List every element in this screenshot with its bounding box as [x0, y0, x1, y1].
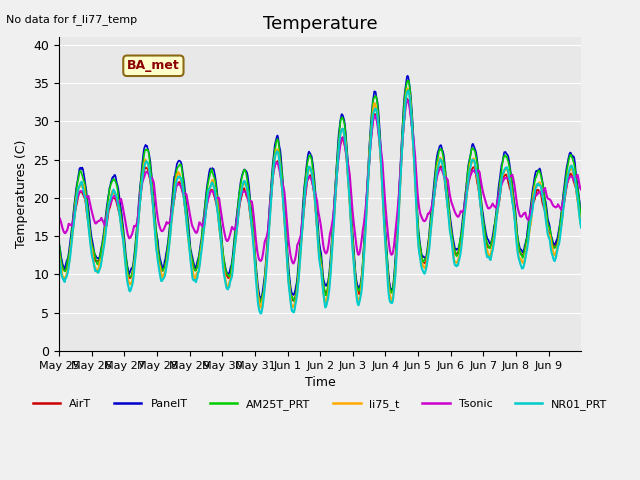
AM25T_PRT	[404, 78, 412, 84]
Tsonic	[55, 215, 63, 220]
Line: AM25T_PRT: AM25T_PRT	[59, 81, 581, 302]
AirT	[212, 202, 220, 207]
Legend: AirT, PanelT, AM25T_PRT, li75_t, Tsonic, NR01_PRT: AirT, PanelT, AM25T_PRT, li75_t, Tsonic,…	[28, 395, 612, 414]
Tsonic	[116, 197, 124, 203]
Tsonic	[289, 261, 297, 266]
li75_t	[404, 85, 412, 91]
Tsonic	[404, 98, 412, 104]
Text: No data for f_li77_temp: No data for f_li77_temp	[6, 14, 138, 25]
AirT	[258, 296, 266, 301]
AirT	[403, 96, 411, 101]
Y-axis label: Temperatures (C): Temperatures (C)	[15, 140, 28, 248]
Line: PanelT: PanelT	[59, 76, 581, 298]
NR01_PRT	[212, 199, 220, 205]
NR01_PRT	[404, 88, 412, 94]
Tsonic	[577, 187, 585, 192]
AM25T_PRT	[212, 186, 220, 192]
li75_t	[212, 194, 220, 200]
AirT	[55, 246, 63, 252]
AM25T_PRT	[257, 300, 264, 305]
AirT	[116, 216, 124, 222]
PanelT	[116, 202, 124, 207]
Line: li75_t: li75_t	[59, 88, 581, 308]
Line: AirT: AirT	[59, 98, 581, 300]
AirT	[577, 219, 585, 225]
li75_t	[404, 88, 412, 94]
NR01_PRT	[374, 123, 382, 129]
Line: Tsonic: Tsonic	[59, 100, 581, 264]
Line: NR01_PRT: NR01_PRT	[59, 90, 581, 313]
Tsonic	[212, 196, 220, 202]
Tsonic	[258, 256, 266, 262]
li75_t	[238, 183, 246, 189]
AM25T_PRT	[238, 173, 246, 179]
AM25T_PRT	[259, 291, 266, 297]
NR01_PRT	[55, 255, 63, 261]
AM25T_PRT	[404, 78, 412, 84]
X-axis label: Time: Time	[305, 376, 335, 389]
PanelT	[374, 107, 382, 113]
li75_t	[116, 216, 124, 222]
PanelT	[577, 213, 585, 219]
AM25T_PRT	[116, 208, 124, 214]
NR01_PRT	[257, 311, 264, 316]
NR01_PRT	[116, 218, 124, 224]
PanelT	[404, 73, 412, 79]
NR01_PRT	[577, 225, 585, 230]
AirT	[404, 97, 412, 103]
li75_t	[374, 123, 382, 129]
NR01_PRT	[259, 304, 266, 310]
PanelT	[238, 172, 246, 178]
PanelT	[404, 74, 412, 80]
AM25T_PRT	[374, 113, 382, 119]
AirT	[374, 128, 382, 133]
li75_t	[577, 222, 585, 228]
AirT	[238, 191, 246, 197]
Text: BA_met: BA_met	[127, 59, 180, 72]
Tsonic	[404, 97, 412, 103]
NR01_PRT	[404, 87, 412, 93]
li75_t	[257, 305, 264, 311]
Title: Temperature: Temperature	[263, 15, 378, 33]
Tsonic	[238, 190, 246, 195]
NR01_PRT	[238, 185, 246, 191]
PanelT	[55, 240, 63, 246]
AM25T_PRT	[577, 215, 585, 220]
li75_t	[259, 297, 266, 302]
PanelT	[212, 182, 220, 188]
li75_t	[55, 252, 63, 257]
AirT	[290, 298, 298, 303]
Tsonic	[374, 128, 382, 134]
PanelT	[257, 295, 264, 301]
PanelT	[259, 288, 266, 294]
AM25T_PRT	[55, 240, 63, 246]
